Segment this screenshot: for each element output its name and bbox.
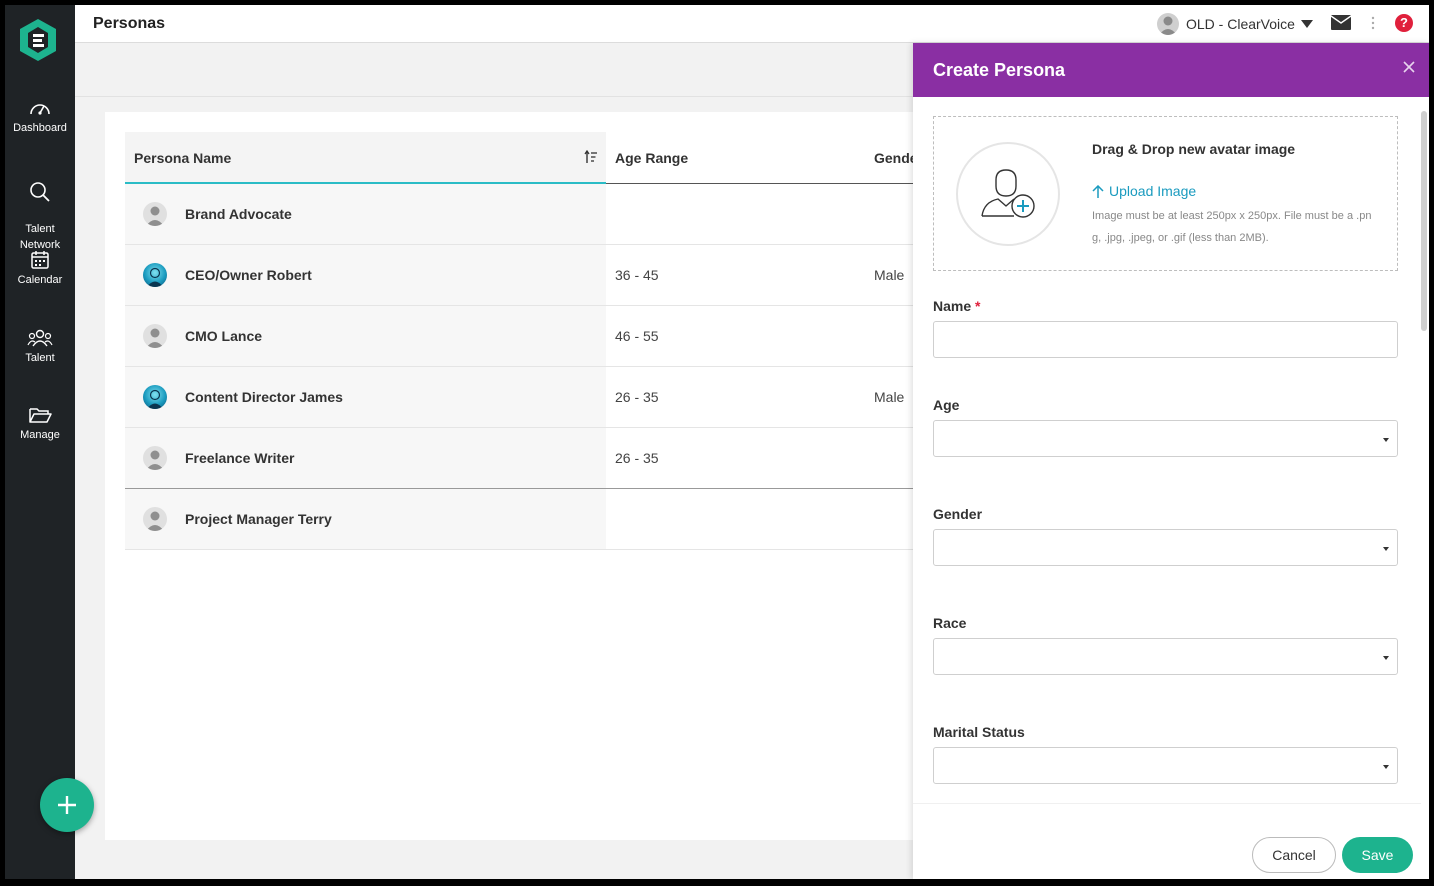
name-label: Name * [933, 298, 981, 314]
gender-label: Gender [933, 506, 983, 522]
persona-name: CEO/Owner Robert [185, 267, 312, 283]
people-icon [27, 329, 53, 347]
race-label: Race [933, 615, 967, 631]
avatar [1157, 13, 1179, 35]
caret-down-icon [1383, 547, 1389, 551]
upload-image-link[interactable]: Upload Image [1092, 183, 1196, 199]
race-select[interactable] [933, 638, 1398, 675]
folder-icon [29, 408, 52, 423]
clearvoice-logo-icon[interactable] [17, 17, 59, 63]
sidebar: Dashboard Talent Network Calendar Talent… [5, 5, 75, 879]
persona-name: Freelance Writer [185, 450, 295, 466]
column-header-age-range[interactable]: Age Range [615, 150, 689, 166]
persona-name: Content Director James [185, 389, 343, 405]
account-name: OLD - ClearVoice [1186, 16, 1295, 32]
sidebar-item-talent[interactable]: Talent [5, 328, 75, 366]
drawer-header: Create Persona [913, 43, 1429, 97]
close-icon[interactable] [1403, 61, 1415, 73]
user-photo-icon [147, 267, 163, 287]
table-row[interactable]: Brand Advocate [125, 184, 925, 245]
search-icon [30, 182, 50, 202]
sidebar-item-dashboard[interactable]: Dashboard [5, 98, 75, 136]
page-title: Personas [93, 15, 166, 32]
user-icon [146, 450, 164, 470]
sidebar-item-manage[interactable]: Manage [5, 405, 75, 443]
gender-cell: Male [874, 267, 905, 283]
more-vertical-icon[interactable] [1371, 16, 1375, 30]
age-range-cell: 26 - 35 [615, 450, 659, 466]
dropzone-help-text: Image must be at least 250px x 250px. Fi… [1092, 210, 1372, 244]
avatar [143, 324, 167, 348]
marital-status-label: Marital Status [933, 724, 1025, 740]
avatar [143, 202, 167, 226]
column-header-gender[interactable]: Gender [874, 150, 924, 166]
gender-select[interactable] [933, 529, 1398, 566]
table-row[interactable]: CEO/Owner Robert 36 - 45 Male [125, 245, 925, 306]
account-switcher[interactable]: OLD - ClearVoice [1157, 13, 1313, 35]
avatar [143, 507, 167, 531]
caret-down-icon [1383, 765, 1389, 769]
avatar [143, 263, 167, 287]
table-header: Persona Name Age Range Gender [125, 132, 925, 184]
caret-down-icon [1383, 438, 1389, 442]
table-row[interactable]: Freelance Writer 26 - 35 [125, 428, 925, 489]
add-new-button[interactable] [40, 778, 94, 832]
user-icon [146, 328, 164, 348]
user-icon [146, 206, 164, 226]
avatar-dropzone[interactable]: Drag & Drop new avatar image Upload Imag… [933, 116, 1398, 271]
dropzone-title: Drag & Drop new avatar image [1092, 141, 1296, 157]
caret-down-icon [1300, 20, 1313, 28]
sidebar-item-calendar[interactable]: Calendar [5, 250, 75, 288]
user-icon [146, 511, 164, 531]
caret-down-icon [1383, 656, 1389, 660]
column-header-persona-name[interactable]: Persona Name [125, 132, 606, 184]
add-user-icon [981, 169, 1035, 218]
sidebar-item-label: Calendar [17, 274, 63, 286]
marital-status-select[interactable] [933, 747, 1398, 784]
sidebar-item-label: Talent Network [19, 223, 61, 251]
drawer-title: Create Persona [933, 60, 1066, 80]
sidebar-item-talent-network[interactable]: Talent Network [5, 165, 75, 253]
divider [913, 803, 1421, 804]
arrow-up-icon [1092, 184, 1104, 198]
personas-table: Persona Name Age Range Gender Brand Advo… [125, 132, 925, 550]
mail-icon[interactable] [1331, 15, 1351, 30]
table-row[interactable]: CMO Lance 46 - 55 [125, 306, 925, 367]
table-row[interactable]: Content Director James 26 - 35 Male [125, 367, 925, 428]
cancel-button[interactable]: Cancel [1252, 837, 1336, 873]
age-select[interactable] [933, 420, 1398, 457]
create-persona-drawer: Create Persona Drag & Drop new avatar im… [913, 43, 1429, 879]
avatar-placeholder [956, 142, 1060, 246]
required-marker: * [975, 298, 981, 314]
user-photo-icon [147, 389, 163, 409]
sidebar-item-label: Dashboard [13, 122, 67, 134]
app-window: Dashboard Talent Network Calendar Talent… [5, 5, 1429, 879]
sidebar-item-label: Talent [25, 352, 55, 364]
table-row[interactable]: Project Manager Terry [125, 489, 925, 550]
plus-icon [58, 796, 76, 814]
gender-cell: Male [874, 389, 905, 405]
persona-name: Brand Advocate [185, 206, 292, 222]
calendar-icon [31, 251, 49, 269]
sort-icon[interactable] [584, 150, 598, 164]
drawer-scrollbar[interactable] [1421, 111, 1427, 331]
age-label: Age [933, 397, 960, 413]
save-button[interactable]: Save [1342, 837, 1413, 873]
user-icon [1159, 16, 1177, 35]
age-range-cell: 36 - 45 [615, 267, 659, 283]
dashboard-icon [30, 104, 50, 115]
persona-name: Project Manager Terry [185, 511, 332, 527]
name-input[interactable] [933, 321, 1398, 358]
persona-name: CMO Lance [185, 328, 263, 344]
avatar [143, 446, 167, 470]
age-range-cell: 46 - 55 [615, 328, 659, 344]
sidebar-item-label: Manage [20, 429, 60, 441]
help-icon[interactable]: ? [1395, 14, 1413, 32]
avatar [143, 385, 167, 409]
age-range-cell: 26 - 35 [615, 389, 659, 405]
top-bar: Personas OLD - ClearVoice ? [75, 5, 1429, 43]
